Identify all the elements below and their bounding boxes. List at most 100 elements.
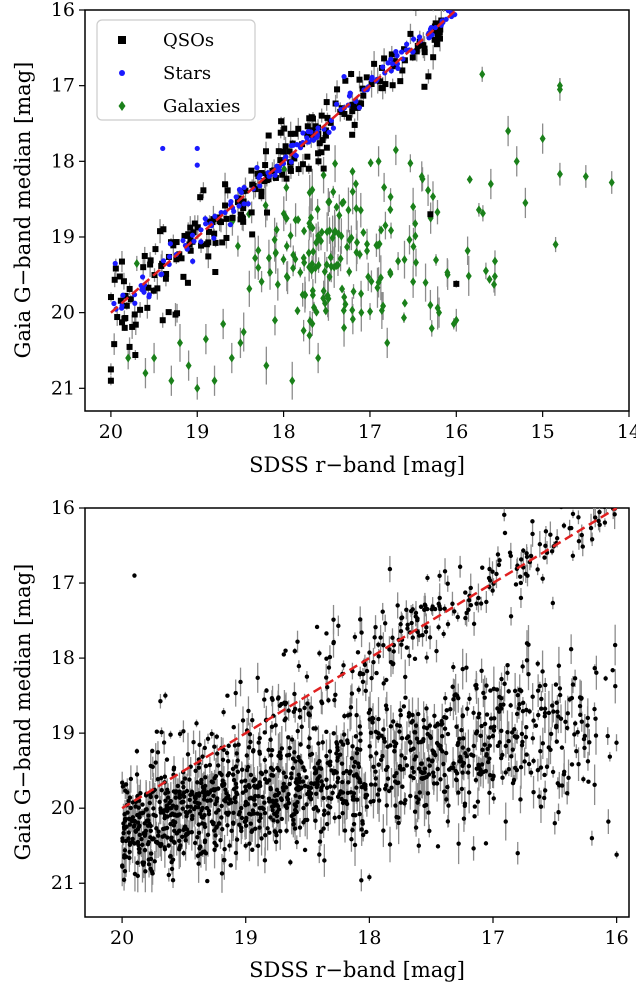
point-series-1 <box>391 719 396 724</box>
point-qsos <box>304 131 311 138</box>
point-series-1 <box>199 780 204 786</box>
point-stars <box>119 305 125 311</box>
point-series-1 <box>497 740 502 745</box>
point-series-1 <box>487 790 492 796</box>
point-series-1 <box>170 857 176 862</box>
point-qsos <box>160 226 167 233</box>
point-series-1 <box>391 739 397 744</box>
point-series-1 <box>490 776 495 782</box>
point-qsos <box>132 321 139 328</box>
point-series-1 <box>509 730 515 735</box>
point-qsos <box>363 74 370 81</box>
point-series-1 <box>142 847 148 853</box>
point-stars <box>304 135 310 141</box>
point-series-0 <box>165 787 170 792</box>
point-series-1 <box>139 836 144 842</box>
point-series-1 <box>148 866 153 872</box>
point-series-1 <box>574 749 579 754</box>
point-galaxies <box>240 327 247 337</box>
point-series-0 <box>226 743 231 749</box>
point-series-0 <box>495 552 501 557</box>
point-series-0 <box>159 730 164 735</box>
point-series-0 <box>602 520 608 525</box>
point-series-1 <box>225 823 230 828</box>
point-series-0 <box>604 488 608 492</box>
point-series-1 <box>476 762 481 768</box>
point-qsos <box>224 187 231 194</box>
point-series-1 <box>411 775 416 781</box>
point-series-1 <box>349 756 355 761</box>
point-series-1 <box>155 776 161 782</box>
point-series-0 <box>246 708 251 714</box>
point-series-1 <box>491 686 497 691</box>
point-series-1 <box>205 878 210 884</box>
point-series-1 <box>143 807 149 812</box>
point-galaxies <box>352 179 359 189</box>
point-series-1 <box>592 666 597 671</box>
point-series-1 <box>284 753 290 758</box>
point-series-1 <box>592 782 597 787</box>
point-series-1 <box>183 833 188 839</box>
point-series-1 <box>417 790 423 795</box>
point-series-0 <box>205 736 211 741</box>
point-series-1 <box>561 772 567 777</box>
point-qsos <box>356 76 363 83</box>
point-galaxies <box>378 225 385 235</box>
point-series-1 <box>572 732 577 737</box>
point-galaxies <box>297 267 304 277</box>
point-series-0 <box>432 606 438 612</box>
point-series-1 <box>319 779 324 784</box>
point-galaxies <box>309 259 316 269</box>
point-stars <box>338 106 344 113</box>
point-series-1 <box>136 846 142 852</box>
point-series-1 <box>476 771 482 777</box>
point-series-1 <box>469 752 474 757</box>
point-galaxies <box>327 252 334 262</box>
point-stars <box>166 254 173 260</box>
point-series-1 <box>298 742 303 747</box>
point-series-1 <box>252 802 258 807</box>
point-series-1 <box>424 706 429 711</box>
point-series-1 <box>239 815 245 821</box>
point-series-1 <box>488 688 493 693</box>
point-series-1 <box>155 833 161 838</box>
point-series-1 <box>302 847 308 853</box>
y-tick-label: 18 <box>51 647 75 669</box>
point-series-1 <box>537 794 542 799</box>
point-series-0 <box>154 729 160 734</box>
point-series-1 <box>168 821 173 827</box>
point-series-1 <box>509 754 514 759</box>
point-series-0 <box>589 537 595 542</box>
point-series-1 <box>234 791 240 797</box>
point-series-0 <box>286 735 291 740</box>
point-qsos <box>132 352 139 359</box>
point-series-0 <box>209 731 214 737</box>
point-series-1 <box>156 829 161 834</box>
point-series-1 <box>234 751 239 756</box>
point-series-0 <box>327 654 333 660</box>
point-series-1 <box>121 855 127 860</box>
point-qsos <box>187 247 194 254</box>
point-series-0 <box>295 728 300 734</box>
point-series-0 <box>235 769 241 775</box>
point-galaxies <box>425 185 432 195</box>
point-series-1 <box>359 827 364 832</box>
point-series-1 <box>269 772 274 778</box>
point-galaxies <box>392 145 399 155</box>
point-series-0 <box>378 635 383 640</box>
point-stars <box>222 209 228 216</box>
point-series-1 <box>360 832 366 838</box>
point-qsos <box>430 0 436 6</box>
point-series-0 <box>240 718 246 723</box>
point-series-1 <box>546 745 551 750</box>
point-series-1 <box>342 713 347 719</box>
point-series-1 <box>314 791 319 796</box>
point-series-1 <box>416 843 422 848</box>
point-series-1 <box>559 745 565 750</box>
point-series-1 <box>230 766 236 772</box>
point-series-1 <box>231 786 237 792</box>
point-series-0 <box>297 708 302 713</box>
point-qsos <box>412 10 419 11</box>
point-galaxies <box>378 306 385 316</box>
point-series-1 <box>307 736 312 741</box>
